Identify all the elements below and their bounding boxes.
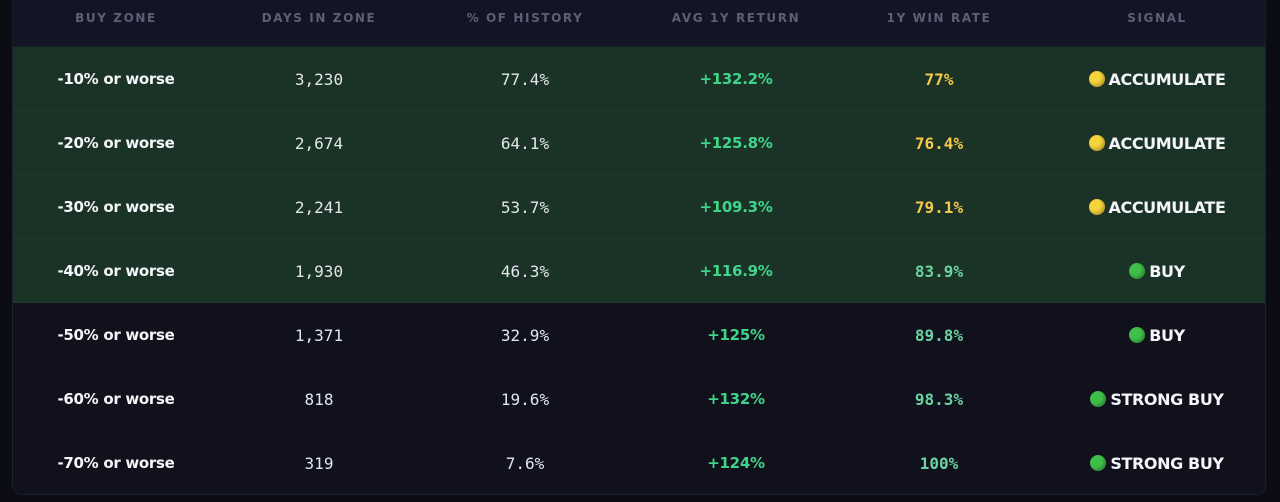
win-rate-cell: 77% [924, 69, 954, 89]
signal-label: ACCUMULATE [1108, 197, 1226, 217]
days-in-zone-cell: 1,371 [294, 325, 344, 345]
days-in-zone-cell: 3,230 [294, 69, 344, 89]
days-in-zone-cell: 818 [304, 389, 334, 409]
days-in-zone-cell: 1,930 [294, 261, 344, 281]
buy-zone-table: BUY ZONE DAYS IN ZONE % OF HISTORY AVG 1… [12, 0, 1266, 495]
win-rate-cell: 89.8% [914, 325, 964, 345]
win-rate-cell: 83.9% [914, 261, 964, 281]
yellow-circle-icon [1088, 135, 1105, 151]
signal-cell: ACCUMULATE [1051, 111, 1263, 175]
signal-cell: BUY [1051, 239, 1263, 303]
table-row: -50% or worse 1,371 32.9% +125% 89.8% BUY [13, 303, 1265, 367]
days-in-zone-cell: 2,241 [294, 197, 344, 217]
avg-return-cell: +124% [707, 454, 765, 472]
pct-history-cell: 53.7% [500, 197, 550, 217]
buy-zone-cell: -30% or worse [57, 198, 175, 216]
avg-return-cell: +132% [707, 390, 765, 408]
table-row: -30% or worse 2,241 53.7% +109.3% 79.1% ACCUM… [13, 175, 1265, 239]
pct-history-cell: 46.3% [500, 261, 550, 281]
win-rate-cell: 100% [919, 453, 959, 473]
table-row: -20% or worse 2,674 64.1% +125.8% 76.4% ACCUM… [13, 111, 1265, 175]
signal-cell: BUY [1051, 303, 1263, 367]
table-row: -10% or worse 3,230 77.4% +132.2% 77% ACCUMUL… [13, 47, 1265, 111]
header-avg-return: AVG 1Y RETURN [671, 11, 801, 25]
header-buy-zone: BUY ZONE [75, 11, 157, 25]
signal-cell: ACCUMULATE [1051, 175, 1263, 239]
yellow-circle-icon [1088, 71, 1105, 87]
green-circle-icon [1129, 263, 1146, 279]
table-row: -40% or worse 1,930 46.3% +116.9% 83.9% BUY [13, 239, 1265, 303]
pct-history-cell: 32.9% [500, 325, 550, 345]
days-in-zone-cell: 319 [304, 453, 334, 473]
signal-label: STRONG BUY [1110, 453, 1224, 473]
green-circle-icon [1090, 391, 1107, 407]
signal-label: ACCUMULATE [1108, 133, 1226, 153]
pct-history-cell: 64.1% [500, 133, 550, 153]
avg-return-cell: +132.2% [699, 70, 773, 88]
header-win-rate: 1Y WIN RATE [886, 11, 992, 25]
buy-zone-cell: -60% or worse [57, 390, 175, 408]
buy-zone-cell: -50% or worse [57, 326, 175, 344]
table-row: -70% or worse 319 7.6% +124% 100% STRONG BUY [13, 431, 1266, 495]
signal-label: BUY [1149, 325, 1185, 345]
table-header: BUY ZONE DAYS IN ZONE % OF HISTORY AVG 1… [13, 0, 1265, 47]
win-rate-cell: 76.4% [914, 133, 964, 153]
win-rate-cell: 98.3% [914, 389, 964, 409]
pct-history-cell: 77.4% [500, 69, 550, 89]
avg-return-cell: +109.3% [699, 198, 773, 216]
signal-label: BUY [1149, 261, 1185, 281]
header-pct-history: % OF HISTORY [466, 11, 584, 25]
avg-return-cell: +125% [707, 326, 765, 344]
signal-cell: STRONG BUY [1051, 431, 1263, 494]
win-rate-cell: 79.1% [914, 197, 964, 217]
buy-zone-cell: -20% or worse [57, 134, 175, 152]
pct-history-cell: 19.6% [500, 389, 550, 409]
signal-cell: ACCUMULATE [1051, 47, 1263, 111]
days-in-zone-cell: 2,674 [294, 133, 344, 153]
yellow-circle-icon [1088, 199, 1105, 215]
pct-history-cell: 7.6% [505, 453, 545, 473]
avg-return-cell: +116.9% [699, 262, 773, 280]
buy-zone-cell: -70% or worse [57, 454, 175, 472]
table-row: -60% or worse 818 19.6% +132% 98.3% STRONG BU… [13, 367, 1265, 431]
green-circle-icon [1129, 327, 1146, 343]
row-divider [13, 494, 1266, 495]
avg-return-cell: +125.8% [699, 134, 773, 152]
signal-cell: STRONG BUY [1051, 367, 1263, 431]
signal-label: STRONG BUY [1110, 389, 1224, 409]
signal-label: ACCUMULATE [1108, 69, 1226, 89]
buy-zone-cell: -10% or worse [57, 70, 175, 88]
header-days-in-zone: DAYS IN ZONE [261, 11, 377, 25]
green-circle-icon [1090, 455, 1107, 471]
buy-zone-cell: -40% or worse [57, 262, 175, 280]
header-signal: SIGNAL [1127, 11, 1187, 25]
